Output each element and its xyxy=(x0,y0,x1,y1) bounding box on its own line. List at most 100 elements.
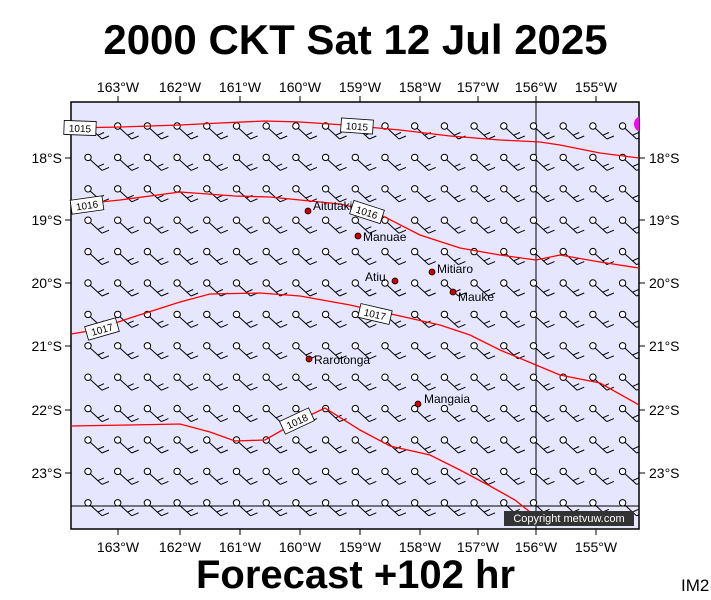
wind-barb xyxy=(589,310,615,328)
wind-barb xyxy=(381,404,407,423)
wind-barb xyxy=(113,436,139,454)
wind-barb xyxy=(203,404,228,423)
wind-barb xyxy=(440,216,466,234)
copyright-text: Copyright metvuw.com xyxy=(513,513,624,525)
wind-barb xyxy=(351,216,377,234)
wind-barb xyxy=(618,467,639,485)
svg-text:1015: 1015 xyxy=(345,121,368,134)
wind-barb xyxy=(143,216,169,234)
wind-barb xyxy=(559,373,585,391)
wind-barb xyxy=(321,185,347,203)
wind-barb xyxy=(113,342,139,360)
wind-barb xyxy=(173,467,199,485)
wind-barb xyxy=(262,467,288,485)
wind-barb xyxy=(84,499,110,517)
wind-barb xyxy=(559,153,585,171)
wind-barb xyxy=(500,247,525,266)
wind-barb xyxy=(292,310,318,328)
wind-barb xyxy=(173,216,199,234)
place-manuae: Manuae xyxy=(354,230,407,244)
wind-barb xyxy=(84,436,110,454)
wind-barb xyxy=(440,185,466,203)
svg-text:Mauke: Mauke xyxy=(458,290,494,304)
wind-barb xyxy=(500,216,525,234)
wind-barb xyxy=(232,216,258,234)
wind-barb xyxy=(173,310,199,328)
wind-barb xyxy=(529,279,555,297)
wind-barb xyxy=(321,373,347,391)
wind-barb xyxy=(589,185,615,203)
wind-barb xyxy=(440,342,466,360)
wind-barb xyxy=(351,247,377,266)
wind-barb xyxy=(173,404,199,423)
svg-text:1017: 1017 xyxy=(363,308,388,324)
wind-barb xyxy=(381,467,407,485)
svg-text:1016: 1016 xyxy=(75,199,99,213)
lon-label-top: 162°W xyxy=(159,79,202,95)
lat-label-left: 22°S xyxy=(31,402,62,418)
wind-barb xyxy=(203,342,228,360)
wind-barb xyxy=(589,467,615,485)
wind-barb xyxy=(500,310,525,328)
isobar-1018 xyxy=(71,407,537,519)
wind-barb xyxy=(500,467,525,485)
wind-barb xyxy=(84,216,110,234)
wind-barb xyxy=(470,122,496,140)
lon-label-bottom: 161°W xyxy=(219,539,262,555)
wind-barb xyxy=(203,216,228,234)
wind-barb xyxy=(381,499,407,517)
wind-barb xyxy=(529,122,555,140)
wind-barb xyxy=(173,185,199,203)
lat-label-right: 23°S xyxy=(649,465,680,481)
wind-barb xyxy=(529,342,555,360)
wind-barb xyxy=(143,499,169,517)
lon-label-bottom: 159°W xyxy=(339,539,382,555)
wind-barb xyxy=(292,153,318,171)
wind-barb xyxy=(411,247,436,266)
wind-barb xyxy=(589,216,615,234)
wind-barb xyxy=(411,373,436,391)
wind-barb xyxy=(203,499,228,517)
wind-barb xyxy=(173,373,199,391)
wind-barb xyxy=(173,279,199,297)
wind-barb xyxy=(529,373,555,391)
wind-barb xyxy=(292,216,318,234)
wind-barb xyxy=(203,247,228,266)
wind-barb xyxy=(529,436,555,454)
wind-barb xyxy=(618,185,639,203)
lon-label-bottom: 163°W xyxy=(97,539,140,555)
wind-barb xyxy=(143,467,169,485)
wind-barb xyxy=(381,185,407,203)
wind-barb xyxy=(173,436,199,454)
wind-barb xyxy=(589,247,615,266)
wind-barb xyxy=(143,404,169,423)
wind-barb xyxy=(618,436,639,454)
wind-barb xyxy=(173,153,199,171)
product-code: IM2 xyxy=(681,576,710,595)
wind-barb xyxy=(321,247,347,266)
wind-barb xyxy=(262,373,288,391)
wind-barb xyxy=(440,373,466,391)
wind-barb xyxy=(84,342,110,360)
wind-barb xyxy=(292,467,318,485)
wind-barb xyxy=(559,467,585,485)
wind-barb xyxy=(173,342,199,360)
wind-barb xyxy=(113,310,139,328)
wind-barb xyxy=(262,216,288,234)
map-axes: 163°W 163°W 162°W 162°W 161°W 161°W 160°W 160°W… xyxy=(31,79,679,555)
wind-barb xyxy=(321,310,347,328)
wind-barb xyxy=(589,342,615,360)
lat-label-left: 20°S xyxy=(31,275,62,291)
wind-barb xyxy=(589,404,615,423)
isobar-label-1016: 1016 xyxy=(69,195,105,215)
wind-barb xyxy=(618,310,639,328)
wind-barb xyxy=(440,247,466,266)
wind-barb xyxy=(618,247,639,266)
wind-barb xyxy=(589,153,615,171)
wind-barb xyxy=(321,467,347,485)
wind-barb xyxy=(351,342,377,360)
wind-barb xyxy=(351,404,377,423)
wind-barb xyxy=(618,499,639,517)
wind-barb xyxy=(618,279,639,297)
